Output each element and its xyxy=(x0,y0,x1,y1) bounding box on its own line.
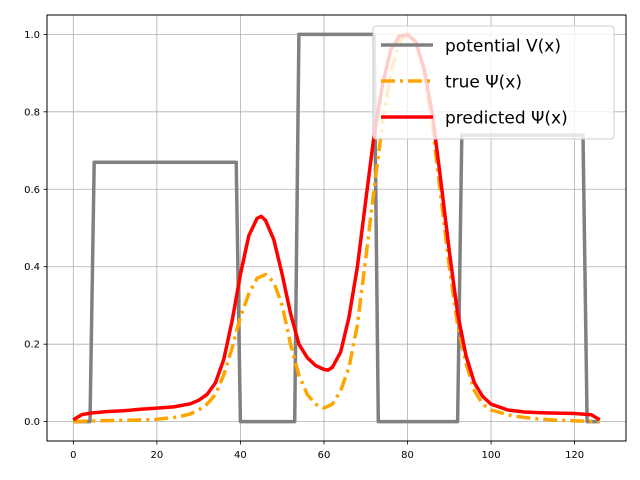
x-axis-ticks: 0 20 40 60 80 100 120 xyxy=(70,441,584,461)
legend-label-2: predicted Ψ(x) xyxy=(445,109,568,129)
legend-box xyxy=(372,25,615,140)
x-tick-label: 0 xyxy=(70,450,76,461)
x-tick-label: 60 xyxy=(318,450,331,461)
x-tick-label: 120 xyxy=(565,450,584,461)
y-tick-label: 0.0 xyxy=(24,417,40,428)
y-axis-ticks: 0.0 0.2 0.4 0.6 0.8 1.0 xyxy=(24,30,47,428)
x-tick-label: 80 xyxy=(401,450,414,461)
legend: potential V(x) true Ψ(x) predicted Ψ(x) xyxy=(372,25,615,140)
y-tick-label: 1.0 xyxy=(24,30,40,41)
series-line-2 xyxy=(72,32,601,422)
y-tick-label: 0.4 xyxy=(24,262,40,273)
axes-frame xyxy=(46,14,627,442)
legend-label-0: potential V(x) xyxy=(445,37,561,57)
legend-label-1: true Ψ(x) xyxy=(445,73,522,93)
y-tick-label: 0.6 xyxy=(24,185,40,196)
x-tick-label: 40 xyxy=(234,450,247,461)
series-line-1 xyxy=(73,32,600,424)
y-tick-label: 0.2 xyxy=(24,340,40,351)
x-tick-label: 100 xyxy=(482,450,501,461)
x-tick-label: 20 xyxy=(151,450,164,461)
y-tick-label: 0.8 xyxy=(24,107,40,118)
